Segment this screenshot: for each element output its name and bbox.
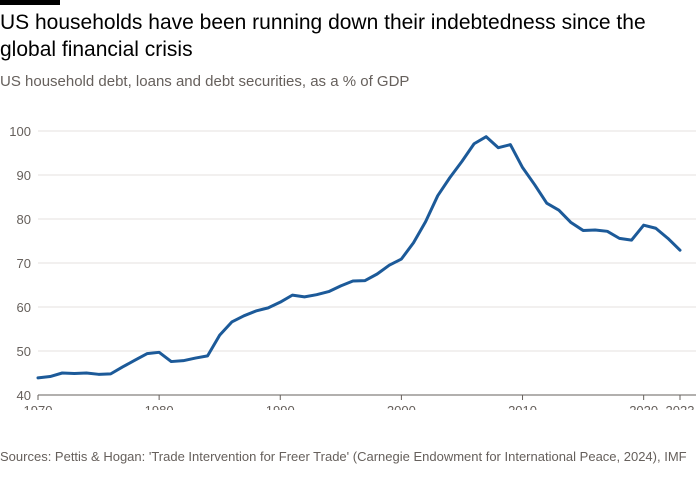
data-point-1987 xyxy=(242,314,245,317)
x-tick-label-2020: 2020 xyxy=(629,403,658,410)
data-point-1976 xyxy=(109,372,112,375)
y-tick-label-60: 60 xyxy=(17,300,31,315)
x-tick-label-2000: 2000 xyxy=(387,403,416,410)
x-tick-label-1980: 1980 xyxy=(145,403,174,410)
x-tick-label-1970: 1970 xyxy=(24,403,53,410)
data-point-2007 xyxy=(485,135,488,138)
data-point-1992 xyxy=(303,295,306,298)
x-tick-label-1990: 1990 xyxy=(266,403,295,410)
data-point-2021 xyxy=(654,227,657,230)
data-point-1975 xyxy=(97,373,100,376)
data-point-2008 xyxy=(497,146,500,149)
data-point-1980 xyxy=(158,351,161,354)
data-point-1996 xyxy=(351,280,354,283)
series-layer xyxy=(36,135,682,380)
data-point-2006 xyxy=(473,142,476,145)
data-point-1994 xyxy=(327,290,330,293)
data-point-2012 xyxy=(545,202,548,205)
data-point-1974 xyxy=(85,372,88,375)
data-point-1993 xyxy=(315,293,318,296)
data-point-1999 xyxy=(388,264,391,267)
data-point-1971 xyxy=(49,375,52,378)
data-point-1985 xyxy=(218,334,221,337)
data-point-1970 xyxy=(37,376,40,379)
data-point-1979 xyxy=(146,352,149,355)
y-tick-label-100: 100 xyxy=(9,124,31,139)
data-point-1997 xyxy=(364,279,367,282)
data-point-2002 xyxy=(424,220,427,223)
brand-bar xyxy=(0,0,60,5)
data-point-1982 xyxy=(182,359,185,362)
x-axis-ticks: 1970 1980 1990 2000 2010 2020 2023 xyxy=(24,395,695,410)
data-point-2004 xyxy=(448,176,451,179)
data-point-1973 xyxy=(73,372,76,375)
chart-subtitle: US household debt, loans and debt securi… xyxy=(0,73,410,90)
data-point-2015 xyxy=(582,229,585,232)
data-point-1990 xyxy=(279,301,282,304)
chart-title: US households have been running down the… xyxy=(0,11,646,61)
y-tick-label-90: 90 xyxy=(17,168,31,183)
data-point-2003 xyxy=(436,194,439,197)
data-point-1998 xyxy=(376,273,379,276)
data-point-2023 xyxy=(679,249,682,252)
data-point-1983 xyxy=(194,357,197,360)
data-point-1984 xyxy=(206,354,209,357)
data-point-2000 xyxy=(400,258,403,261)
data-point-2016 xyxy=(594,229,597,232)
data-points xyxy=(37,135,682,379)
series-line-0 xyxy=(36,135,682,380)
data-point-2022 xyxy=(666,237,669,240)
source-note: Sources: Pettis & Hogan: 'Trade Interven… xyxy=(0,449,687,464)
y-tick-label-70: 70 xyxy=(17,256,31,271)
data-point-1977 xyxy=(121,365,124,368)
data-point-2017 xyxy=(606,230,609,233)
data-point-2010 xyxy=(521,166,524,169)
data-point-1972 xyxy=(61,372,64,375)
data-point-1986 xyxy=(230,320,233,323)
data-point-1989 xyxy=(267,306,270,309)
gridlines xyxy=(38,130,696,396)
data-point-1991 xyxy=(291,294,294,297)
y-tick-label-50: 50 xyxy=(17,344,31,359)
data-point-2011 xyxy=(533,183,536,186)
y-tick-label-40: 40 xyxy=(17,388,31,403)
y-axis-ticks: 40 50 60 70 80 90 100 xyxy=(9,124,31,403)
data-point-1981 xyxy=(170,360,173,363)
line-chart: 40 50 60 70 80 90 100 1970 1980 1990 2000 2010 2020… xyxy=(9,124,696,410)
data-point-2001 xyxy=(412,241,415,244)
data-point-1988 xyxy=(255,309,258,312)
data-point-2019 xyxy=(630,239,633,242)
data-point-2020 xyxy=(642,224,645,227)
x-tick-label-2023: 2023 xyxy=(666,403,695,410)
data-point-2009 xyxy=(509,143,512,146)
x-tick-label-2010: 2010 xyxy=(508,403,537,410)
data-point-2005 xyxy=(460,160,463,163)
data-point-1978 xyxy=(133,359,136,362)
data-point-1995 xyxy=(339,284,342,287)
y-tick-label-80: 80 xyxy=(17,212,31,227)
data-point-2013 xyxy=(557,209,560,212)
data-point-2018 xyxy=(618,237,621,240)
data-point-2014 xyxy=(569,221,572,224)
